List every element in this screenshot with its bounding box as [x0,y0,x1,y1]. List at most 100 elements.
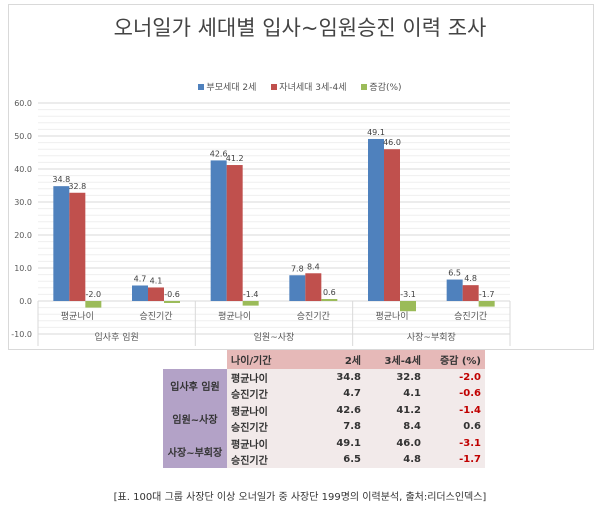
table-cell: 46.0 [365,435,425,452]
bar [368,138,384,301]
data-label: 46.0 [383,138,401,147]
data-label: 7.8 [291,264,304,273]
category-label: 평균나이 [375,311,408,322]
bar [242,301,259,306]
table-cell: 승진기간 [227,418,305,435]
data-label: 32.8 [68,182,86,191]
table-row: 임원~사장 평균나이 42.6 41.2 -1.4 [163,402,485,435]
table-cell: -1.7 [425,451,485,468]
y-tick-label: -10.0 [11,330,32,339]
table-header-cell: 2세 [305,350,365,369]
bar [478,301,495,307]
bar [132,285,148,301]
data-label: -1.4 [243,290,259,299]
legend-label: 부모세대 2세 [206,83,257,93]
category-label: 승진기간 [139,311,172,322]
table-cell: 승진기간 [227,385,305,402]
bar [164,301,180,303]
legend-swatch [271,84,278,90]
bar [69,192,86,301]
bar [321,299,338,301]
bar [53,186,70,301]
bar [400,301,416,312]
data-label: -1.7 [479,290,495,299]
y-tick-label: 60.0 [14,99,32,108]
group-cell: 입사후 임원 [163,369,227,402]
legend-label: 증감(%) [369,83,402,93]
table-cell: 0.6 [425,418,485,435]
table-cell: 승진기간 [227,451,305,468]
table-cell: 49.1 [305,435,365,452]
table-cell: 평균나이 [227,435,305,452]
table-cell: 4.8 [365,451,425,468]
caption: [표. 100대 그룹 사장단 이상 오너일가 중 사장단 199명의 이력분석… [113,492,487,503]
table-cell: 41.2 [365,402,425,419]
bar [446,279,463,301]
table-header-cell: 3세-4세 [365,350,425,369]
table-cell: -0.6 [425,385,485,402]
table-cell: 4.7 [305,385,365,402]
bar [462,285,479,301]
y-tick-label: 10.0 [14,264,32,273]
group-cell: 임원~사장 [163,402,227,435]
category-label: 평균나이 [218,311,251,322]
data-label: 4.1 [150,276,163,285]
y-tick-label: 20.0 [14,231,32,240]
legend-label: 자녀세대 3세-4세 [279,83,347,93]
legend-item: 증감(%) [361,80,402,93]
table-cell: 평균나이 [227,369,305,386]
legend-swatch [361,84,368,90]
y-tick-label: 30.0 [14,198,32,207]
chart-title: 오너일가 세대별 입사~임원승진 이력 조사 [113,16,487,40]
category-label: 평균나이 [61,311,94,322]
bar [85,301,102,308]
data-label: 6.5 [448,269,461,278]
group-label: 입사후 임원 [95,331,139,343]
legend-item: 부모세대 2세 [198,80,256,93]
data-table: 나이/기간 2세 3세-4세 증감 (%) 입사후 임원 평균나이 34.8 32.8 -2.0… [163,350,485,468]
data-label: -0.6 [164,290,180,299]
y-tick-label: 40.0 [14,165,32,174]
table-row: 승진기간 7.8 8.4 0.6 [163,418,485,435]
table-header: 나이/기간 2세 3세-4세 증감 (%) [163,350,485,369]
table-cell: 4.1 [365,385,425,402]
legend-item: 자녀세대 3세-4세 [271,80,347,93]
table-cell: -1.4 [425,402,485,419]
table-cell: -2.0 [425,369,485,386]
group-label: 사장~부회장 [407,332,456,343]
bar [148,287,164,301]
data-label: -3.1 [400,290,416,299]
table-header-cell: 나이/기간 [227,350,305,369]
data-label: 49.1 [367,128,385,137]
table-row: 입사후 임원 평균나이 34.8 32.8 -2.0 [163,369,485,402]
data-label: 41.2 [226,154,244,163]
y-tick-label: 50.0 [14,132,32,141]
table-cell: 평균나이 [227,402,305,419]
bar [305,273,322,301]
table-row: 승진기간 4.7 4.1 -0.6 [163,385,485,402]
data-label: 42.6 [210,149,228,158]
bar-chart: -10.0 0.0 10.0 20.0 30.0 40.0 50.0 60.0 평균나이 34.8… [11,99,511,346]
table-cell: 8.4 [365,418,425,435]
table-row: 사장~부회장 평균나이 49.1 46.0 -3.1 [163,435,485,468]
data-label: 8.4 [307,262,320,271]
group-label: 임원~사장 [254,331,295,343]
table-cell: -3.1 [425,435,485,452]
data-label: 34.8 [52,175,70,184]
category-label: 승진기간 [454,311,487,322]
bar [289,275,306,301]
y-tick-label: 0.0 [19,297,32,306]
legend: 부모세대 2세 자녀세대 3세-4세 증감(%) [0,80,600,93]
table-cell: 6.5 [305,451,365,468]
bar [210,160,227,301]
table-cell: 7.8 [305,418,365,435]
data-label: 4.8 [464,274,477,283]
table-row: 승진기간 6.5 4.8 -1.7 [163,451,485,468]
data-label: -2.0 [86,290,102,299]
bar [384,149,400,301]
table-header-cell [163,350,227,369]
group-cell: 사장~부회장 [163,435,227,468]
legend-swatch [198,84,205,90]
data-label: 0.6 [323,288,336,297]
table-cell: 34.8 [305,369,365,386]
